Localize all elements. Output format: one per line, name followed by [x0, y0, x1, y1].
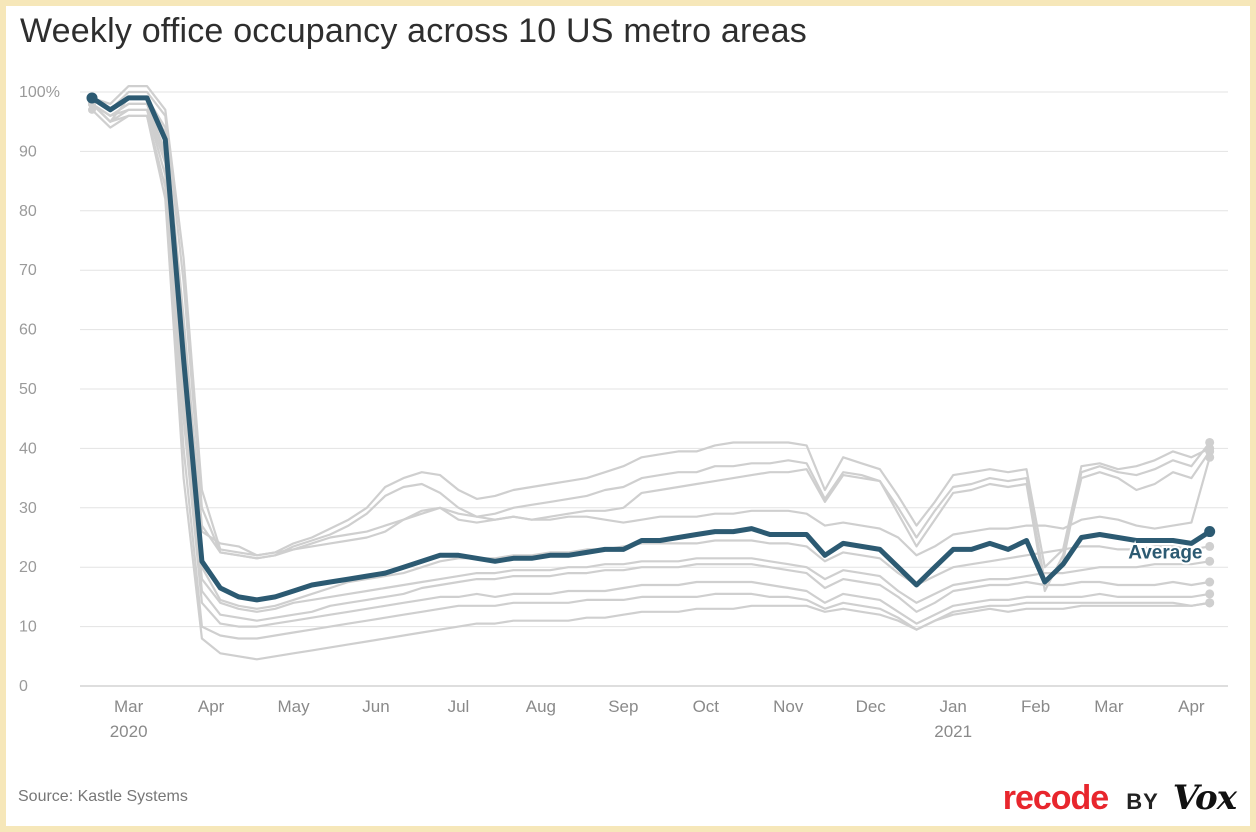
- metro-start-point: [88, 105, 96, 114]
- x-tick-label: Jan: [939, 697, 966, 716]
- source-note: Source: Kastle Systems: [18, 788, 188, 805]
- average-end-point: [1204, 526, 1216, 538]
- y-tick-label: 10: [19, 619, 37, 636]
- metro-end-point: [1205, 556, 1215, 566]
- chart-title: Weekly office occupancy across 10 US met…: [20, 12, 807, 50]
- average-start-point: [86, 92, 98, 104]
- x-tick-label: Mar: [114, 697, 144, 716]
- y-tick-label: 40: [19, 440, 37, 457]
- metro-series-line: [91, 102, 1210, 622]
- vox-logo-text: Vox: [1172, 778, 1237, 818]
- x-tick-label: Mar: [1094, 697, 1124, 716]
- y-tick-label: 100%: [19, 84, 60, 101]
- brand-by-text: BY: [1126, 789, 1159, 814]
- x-tick-label: Apr: [198, 697, 225, 716]
- metro-end-point: [1205, 598, 1215, 608]
- metro-series-line: [91, 102, 1210, 613]
- x-tick-label: Dec: [856, 697, 887, 716]
- y-tick-label: 80: [19, 203, 37, 220]
- metro-end-point: [1205, 437, 1215, 447]
- metro-series-line: [91, 96, 1211, 557]
- x-tick-label: Nov: [773, 697, 804, 716]
- y-tick-label: 0: [19, 678, 28, 695]
- x-tick-label: Oct: [693, 697, 720, 716]
- metro-end-point: [1205, 541, 1215, 551]
- chart-card: Weekly office occupancy across 10 US met…: [6, 6, 1250, 826]
- metro-series-line: [91, 109, 1210, 661]
- x-tick-year-label: 2021: [934, 722, 972, 741]
- metro-series-line: [91, 96, 1211, 593]
- recode-logo-text: recode: [1002, 779, 1109, 817]
- x-tick-label: Feb: [1021, 697, 1050, 716]
- x-tick-label: Apr: [1178, 697, 1205, 716]
- x-tick-label: Sep: [608, 697, 638, 716]
- x-tick-label: Aug: [526, 697, 556, 716]
- y-tick-label: 90: [19, 143, 37, 160]
- metro-end-point: [1205, 577, 1215, 587]
- y-tick-label: 60: [19, 322, 37, 339]
- metro-end-point: [1205, 452, 1215, 462]
- y-tick-label: 70: [19, 262, 37, 279]
- average-label: Average: [1128, 542, 1202, 563]
- x-tick-year-label: 2020: [110, 722, 148, 741]
- metro-series-line: [91, 102, 1210, 610]
- metro-series-line: [91, 90, 1211, 584]
- brand-logo: recode BY Vox: [1002, 778, 1237, 818]
- line-chart: 100% 90 80 70 60 50 40 30 20 10 0 Mar 2020 Apr May Jun J…: [19, 84, 1228, 741]
- metro-series-line: [91, 103, 1210, 640]
- y-tick-label: 20: [19, 559, 37, 576]
- metro-series-line: [91, 85, 1211, 569]
- average-series-line: [89, 95, 1213, 603]
- metro-series-line: [91, 103, 1210, 628]
- y-tick-label: 50: [19, 381, 37, 398]
- y-tick-label: 30: [19, 500, 37, 517]
- x-tick-label: Jun: [362, 697, 389, 716]
- x-tick-label: May: [277, 697, 310, 716]
- metro-end-point: [1205, 589, 1215, 599]
- x-tick-label: Jul: [448, 697, 470, 716]
